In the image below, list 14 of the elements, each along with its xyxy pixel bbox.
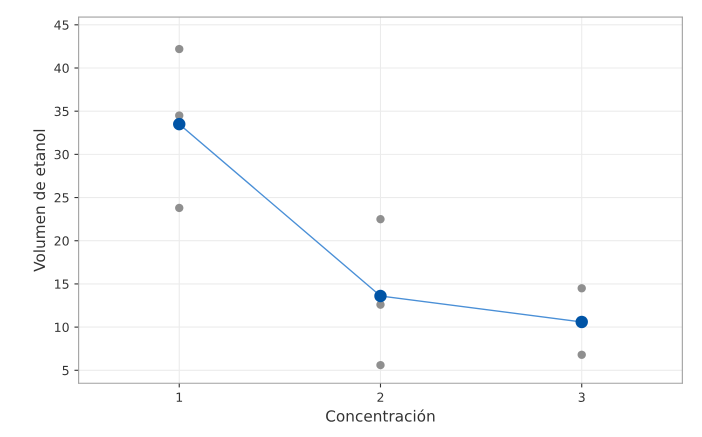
y-tick-label: 5 [62, 366, 69, 376]
x-tick-label: 1 [176, 392, 182, 402]
y-tick-label: 40 [54, 63, 69, 73]
y-tick-label: 45 [54, 20, 69, 30]
y-axis-title: Volumen de etanol [33, 130, 46, 272]
y-tick-label: 30 [54, 150, 69, 160]
y-tick-label: 10 [55, 322, 69, 332]
y-tick-label: 15 [55, 280, 69, 289]
y-tick-label: 35 [54, 106, 69, 116]
y-tick-label: 20 [54, 236, 69, 246]
x-tick-label: 3 [578, 392, 585, 402]
x-axis-title: Concentración [326, 409, 434, 422]
y-tick-label: 25 [54, 193, 69, 202]
x-tick-label: 2 [377, 392, 384, 402]
